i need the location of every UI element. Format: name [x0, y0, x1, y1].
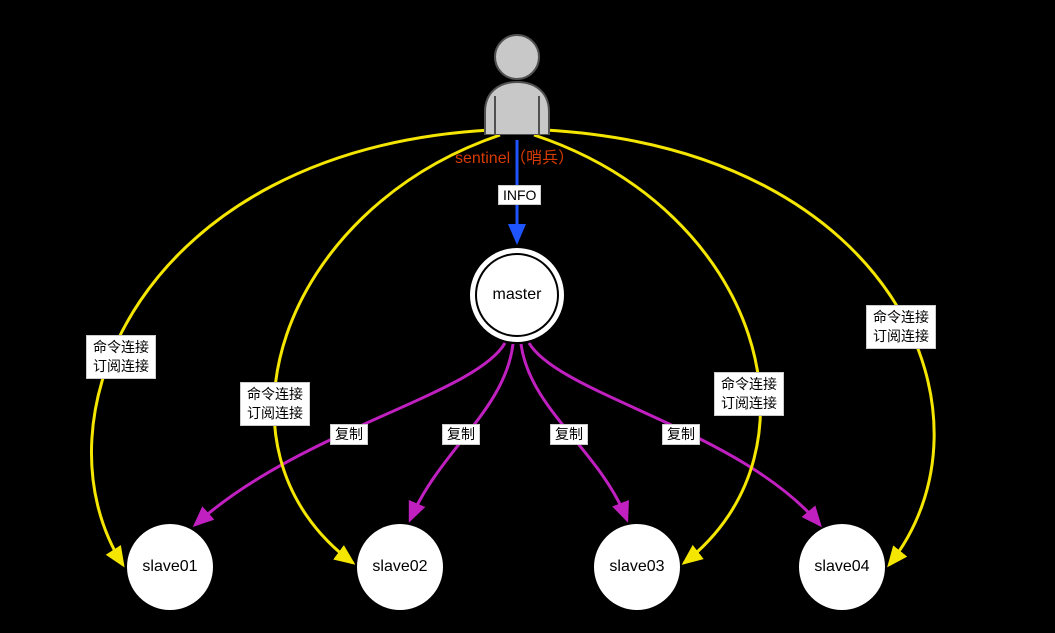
label-sentinel-3: 命令连接 订阅连接 [866, 305, 936, 349]
diagram-canvas: sentinel（哨兵） master slave01 slave02 slav… [0, 0, 1055, 633]
node-master: master [468, 246, 566, 344]
node-master-label: master [493, 286, 542, 304]
node-slave01: slave01 [125, 522, 215, 612]
node-slave04-label: slave04 [814, 558, 869, 576]
label-sentinel-2-line2: 订阅连接 [721, 395, 777, 411]
sentinel-label: sentinel（哨兵） [455, 144, 574, 168]
node-slave03-label: slave03 [609, 558, 664, 576]
node-slave02: slave02 [355, 522, 445, 612]
label-sentinel-2-line1: 命令连接 [721, 376, 777, 392]
label-sentinel-3-line2: 订阅连接 [873, 328, 929, 344]
label-sentinel-0-line1: 命令连接 [93, 339, 149, 355]
label-replicate-1: 复制 [442, 424, 480, 445]
label-sentinel-0-line2: 订阅连接 [93, 358, 149, 374]
sentinel-node [477, 30, 557, 135]
label-sentinel-1-line2: 订阅连接 [247, 405, 303, 421]
node-slave04: slave04 [797, 522, 887, 612]
label-replicate-0: 复制 [330, 424, 368, 445]
edge-sentinel-slave03 [534, 135, 761, 563]
node-slave01-label: slave01 [142, 558, 197, 576]
label-sentinel-0: 命令连接 订阅连接 [86, 335, 156, 379]
label-sentinel-2: 命令连接 订阅连接 [714, 372, 784, 416]
edge-sentinel-slave02 [274, 135, 500, 563]
label-sentinel-3-line1: 命令连接 [873, 309, 929, 325]
node-master-inner: master [475, 253, 559, 337]
node-slave03: slave03 [592, 522, 682, 612]
node-slave02-label: slave02 [372, 558, 427, 576]
label-info: INFO [498, 185, 541, 205]
label-sentinel-1-line1: 命令连接 [247, 386, 303, 402]
label-replicate-3: 复制 [662, 424, 700, 445]
person-icon [477, 30, 557, 135]
label-sentinel-1: 命令连接 订阅连接 [240, 382, 310, 426]
label-replicate-2: 复制 [550, 424, 588, 445]
